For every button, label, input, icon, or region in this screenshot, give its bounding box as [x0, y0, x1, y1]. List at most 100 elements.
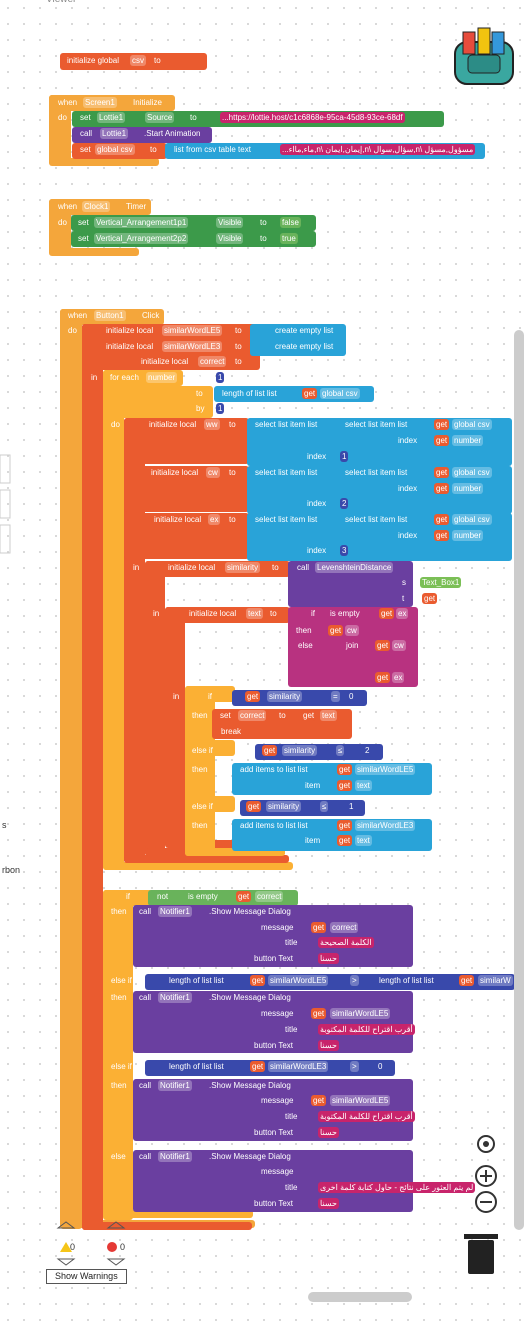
block-shape[interactable] [133, 991, 413, 1053]
block-shape[interactable] [103, 890, 133, 1220]
block-label: initialize local [149, 420, 197, 429]
block-label: 2 [340, 498, 349, 509]
block-label: 3 [340, 545, 349, 556]
block-label: get [337, 780, 353, 791]
block-shape[interactable] [185, 686, 235, 702]
block-label: select list item list [345, 420, 408, 429]
block-shape[interactable] [124, 855, 289, 863]
block-shape[interactable] [103, 1210, 253, 1218]
block-shape[interactable] [288, 607, 418, 687]
block-shape[interactable] [212, 709, 352, 739]
block-shape[interactable] [247, 466, 512, 514]
block-shape[interactable] [165, 840, 280, 848]
block-label: 0 [376, 1061, 385, 1072]
block-shape[interactable] [72, 127, 212, 143]
block-label: to [229, 420, 236, 429]
block-shape[interactable] [255, 744, 383, 760]
block-label: correct [330, 922, 359, 933]
block-shape[interactable] [247, 513, 512, 561]
block-label: set [80, 145, 91, 154]
block-shape[interactable] [60, 53, 207, 70]
block-shape[interactable] [124, 466, 249, 512]
block-label: similarWordLE5 [162, 325, 223, 336]
block-label: create empty list [275, 342, 334, 351]
block-shape[interactable] [133, 1079, 413, 1141]
block-shape[interactable] [82, 1222, 252, 1230]
block-shape[interactable] [145, 561, 165, 856]
block-shape[interactable] [185, 686, 215, 856]
block-shape[interactable] [103, 862, 293, 870]
block-label: is empty [188, 892, 218, 901]
block-shape[interactable] [103, 386, 213, 418]
block-shape[interactable] [185, 740, 235, 756]
block-shape[interactable] [72, 143, 167, 159]
block-label: to [279, 711, 286, 720]
block-shape[interactable] [103, 890, 153, 906]
block-label: call [139, 1081, 152, 1090]
block-shape[interactable] [49, 95, 175, 111]
block-label: مسؤول,مسؤل \n,سؤال,سوال \n,إيمان,ايمان \… [280, 144, 476, 155]
block-shape[interactable] [124, 418, 249, 464]
block-label: get [434, 514, 450, 525]
block-shape[interactable] [124, 513, 249, 559]
block-label: Lottie1 [97, 112, 126, 123]
block-label: Notifier1 [158, 1151, 192, 1162]
block-shape[interactable] [247, 418, 512, 466]
block-label: button Text [254, 1041, 293, 1050]
block-label: s [2, 820, 7, 830]
block-shape[interactable] [133, 905, 413, 967]
block-label: 1 [347, 801, 356, 812]
block-label: if [126, 892, 130, 901]
block-label: similarWordLE5 [355, 764, 416, 775]
block-shape[interactable] [49, 158, 159, 166]
block-shape[interactable] [232, 819, 432, 851]
block-shape[interactable] [240, 800, 365, 816]
block-shape[interactable] [49, 248, 139, 256]
block-label: item [305, 836, 321, 845]
block-label: ≤ [320, 801, 329, 812]
block-shape[interactable] [214, 386, 374, 402]
block-shape[interactable] [185, 796, 235, 812]
block-label: global csv [452, 467, 492, 478]
block-shape[interactable] [49, 95, 71, 165]
block-label: message [261, 923, 294, 932]
block-label: for each [110, 373, 139, 382]
block-shape[interactable] [82, 324, 260, 370]
block-label: LevenshteinDistance [315, 562, 394, 573]
block-label: to [260, 234, 267, 243]
block-label: to [235, 326, 242, 335]
block-shape[interactable] [71, 215, 316, 231]
block-shape[interactable] [60, 309, 164, 325]
block-shape[interactable] [145, 974, 515, 990]
block-shape[interactable] [148, 890, 298, 906]
block-shape[interactable] [49, 199, 151, 215]
block-label: to [270, 609, 277, 618]
block-label: Lottie1 [100, 128, 129, 139]
block-label: Visible [216, 233, 244, 244]
block-label: else if [192, 746, 213, 755]
block-shape[interactable] [165, 607, 185, 847]
block-shape[interactable] [185, 848, 285, 856]
block-shape[interactable] [145, 561, 290, 577]
show-warnings-button[interactable]: Show Warnings [46, 1269, 127, 1284]
block-shape[interactable] [133, 1150, 413, 1212]
block-shape[interactable] [232, 763, 432, 795]
block-shape[interactable] [288, 561, 413, 607]
block-shape[interactable] [145, 1060, 395, 1076]
block-label: then [111, 907, 127, 916]
block-label: to [272, 563, 279, 572]
block-shape[interactable] [71, 231, 316, 247]
block-shape[interactable] [60, 309, 82, 1229]
block-label: 0 [70, 1242, 76, 1252]
block-shape[interactable] [165, 607, 290, 623]
block-label: Timer [126, 202, 147, 211]
block-label: global csv [320, 388, 360, 399]
block-shape[interactable] [250, 324, 346, 356]
block-shape[interactable] [103, 370, 124, 870]
block-label: select list item list [255, 468, 318, 477]
block-shape[interactable] [82, 324, 103, 1230]
block-label: in [91, 373, 98, 382]
block-shape[interactable] [232, 690, 367, 706]
block-label: get [434, 483, 450, 494]
